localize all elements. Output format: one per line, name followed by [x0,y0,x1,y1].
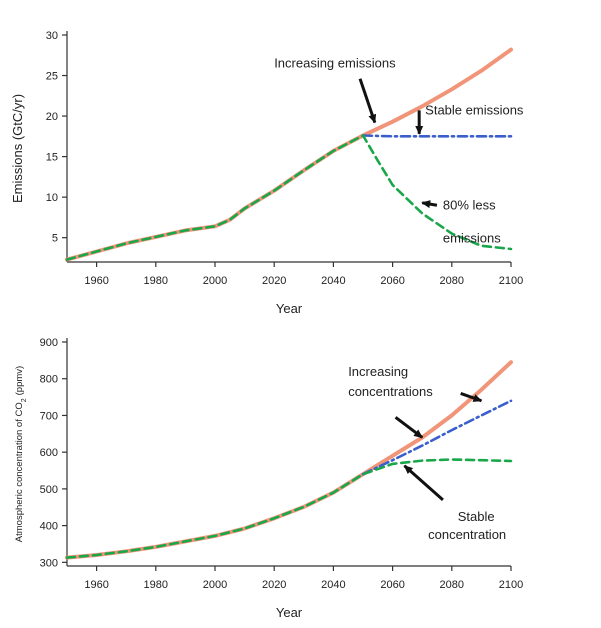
x-tick-label: 1980 [144,275,168,287]
concentration-chart: 1960 1980 2000 2020 2040 2060 2080 2100 300 400 50… [14,337,523,620]
x-tick-label: 2080 [440,275,464,287]
y-axis-title: Atmospheric concentration of CO2 (ppmv) [14,366,28,542]
y-axis-title-subscript: 2 [21,398,28,402]
annotation-arrow [360,79,375,123]
y-tick-label: 25 [46,71,58,83]
annotation-label: concentrations [348,384,433,399]
x-tick-label: 2000 [203,579,227,591]
y-tick-label: 20 [46,111,58,123]
y-tick-label: 700 [40,410,58,422]
annotation-label: Increasing emissions [274,55,396,70]
annotation-label: Stable emissions [425,102,524,117]
y-axis-title-unit: (ppmv) [14,366,25,396]
annotation-label: emissions [443,230,501,245]
x-tick-label: 2000 [203,275,227,287]
series-line-dashdot [363,401,511,474]
y-axis-title: Emissions (GtC/yr) [10,94,25,203]
series-line-dashdot [363,136,511,137]
y-tick-label: 15 [46,152,58,164]
y-tick-label: 600 [40,447,58,459]
series-line-dashed [67,460,511,558]
y-tick-label: 900 [40,337,58,349]
annotation-label: Stable [458,509,495,524]
x-axis-title: Year [276,301,303,316]
x-tick-label: 2060 [380,275,404,287]
y-tick-label: 300 [40,557,58,569]
x-tick-label: 2020 [262,579,286,591]
x-tick-label: 2100 [499,275,523,287]
x-tick-label: 2100 [499,579,523,591]
annotation-arrow [422,203,437,205]
y-axis-title-main: Atmospheric concentration of CO [14,402,25,542]
y-tick-label: 10 [46,192,58,204]
x-tick-label: 2080 [440,579,464,591]
x-tick-label: 1960 [84,275,108,287]
x-tick-label: 1960 [84,579,108,591]
x-tick-label: 1980 [144,579,168,591]
annotation-label: Increasing [348,364,408,379]
x-axis-title: Year [276,605,303,620]
annotation-arrow [404,466,442,500]
x-tick-label: 2040 [321,579,345,591]
x-tick-label: 2040 [321,275,345,287]
annotation-label: 80% less [443,197,496,212]
y-tick-label: 500 [40,484,58,496]
annotation-arrow [396,417,423,437]
y-tick-label: 30 [46,30,58,42]
y-tick-label: 400 [40,521,58,533]
y-tick-label: 800 [40,374,58,386]
y-tick-label: 5 [52,233,58,245]
annotation-label: concentration [428,527,506,542]
x-tick-label: 2060 [380,579,404,591]
x-tick-label: 2020 [262,275,286,287]
emissions-chart: 1960 1980 2000 2020 2040 2060 2080 2100 5 10 15 20 2… [10,30,524,316]
